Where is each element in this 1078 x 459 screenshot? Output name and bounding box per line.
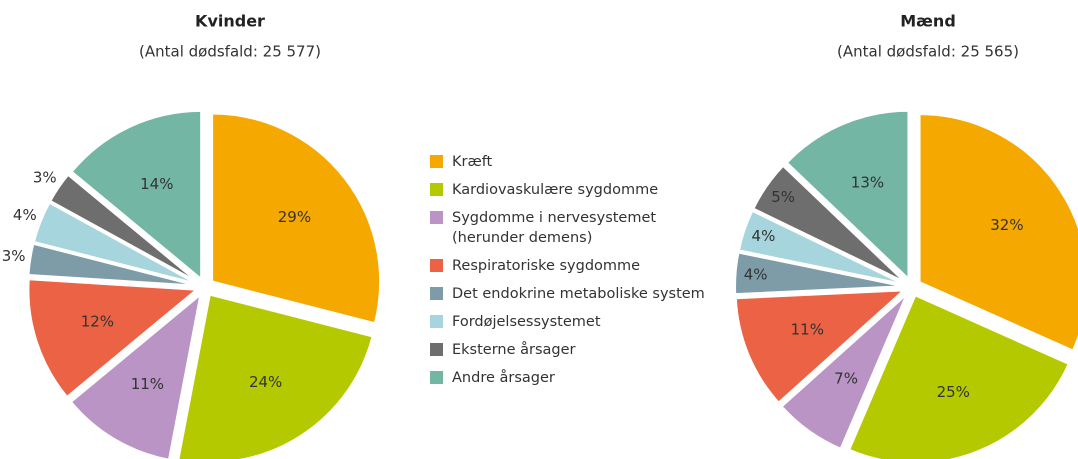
pie-slice (918, 113, 1078, 352)
legend-swatch (430, 259, 443, 272)
legend-swatch (430, 343, 443, 356)
slice-label: 32% (990, 216, 1023, 234)
slice-label: 3% (33, 169, 57, 187)
legend-item: Det endokrine metaboliske system (430, 284, 720, 304)
slice-label: 12% (81, 312, 114, 330)
pie-slice (734, 289, 907, 404)
legend-item: Kræft (430, 152, 720, 172)
chart-title: Mænd (900, 12, 956, 31)
pie-slice (177, 293, 374, 459)
slice-label: 24% (249, 373, 282, 391)
pie-slice (70, 109, 203, 281)
slice-label: 3% (2, 247, 26, 265)
legend-label: Andre årsager (452, 370, 555, 386)
slice-label: 11% (791, 320, 824, 338)
legend-label: Kardiovaskulære sygdomme (452, 182, 659, 198)
legend-item: Respiratoriske sygdomme (430, 256, 720, 276)
pie-slice (737, 209, 904, 286)
legend-label: Det endokrine metaboliske system (452, 286, 705, 302)
slice-label: 5% (771, 188, 795, 206)
legend-label: Eksterne årsager (452, 342, 576, 358)
slice-label: 7% (834, 369, 858, 387)
slice-label: 13% (851, 173, 884, 191)
pie-slice (211, 112, 382, 325)
legend: Kræft Kardiovaskulære sygdomme Sygdomme i … (430, 152, 720, 396)
chart-title: Kvinder (195, 12, 265, 31)
legend-item: Kardiovaskulære sygdomme (430, 180, 720, 200)
legend-swatch (430, 371, 443, 384)
slice-label: 25% (937, 383, 970, 401)
pie-slice (32, 201, 198, 285)
legend-label: Kræft (452, 154, 493, 170)
pie-slice (734, 251, 904, 296)
slice-label: 4% (13, 206, 37, 224)
legend-item: Eksterne årsager (430, 340, 720, 360)
slice-label: 29% (278, 208, 311, 226)
pie-slice (785, 109, 910, 282)
legend-item: Fordøjelsessystemet (430, 312, 720, 332)
pie-slice (780, 293, 908, 451)
slice-label: 14% (140, 175, 173, 193)
pie-slice (752, 164, 906, 283)
legend-label: Sygdomme i nervesystemet (herunder demen… (452, 210, 657, 246)
slice-label: 11% (131, 375, 164, 393)
legend-swatch (430, 183, 443, 196)
legend-swatch (430, 211, 443, 224)
slice-label: 4% (744, 265, 768, 283)
chart-subtitle: (Antal dødsfald: 25 565) (837, 43, 1019, 61)
legend-swatch (430, 287, 443, 300)
pie-slice (27, 242, 197, 287)
pie-slice (48, 173, 199, 283)
legend-label: Respiratoriske sygdomme (452, 258, 641, 274)
legend-swatch (430, 315, 443, 328)
legend-item: Andre årsager (430, 368, 720, 388)
pie-slice (27, 278, 200, 399)
legend-item: Sygdomme i nervesystemet (herunder demen… (430, 208, 720, 248)
slice-label: 4% (752, 227, 776, 245)
chart-subtitle: (Antal dødsfald: 25 577) (139, 43, 321, 61)
legend-swatch (430, 155, 443, 168)
legend-label: Fordøjelsessystemet (452, 314, 601, 330)
